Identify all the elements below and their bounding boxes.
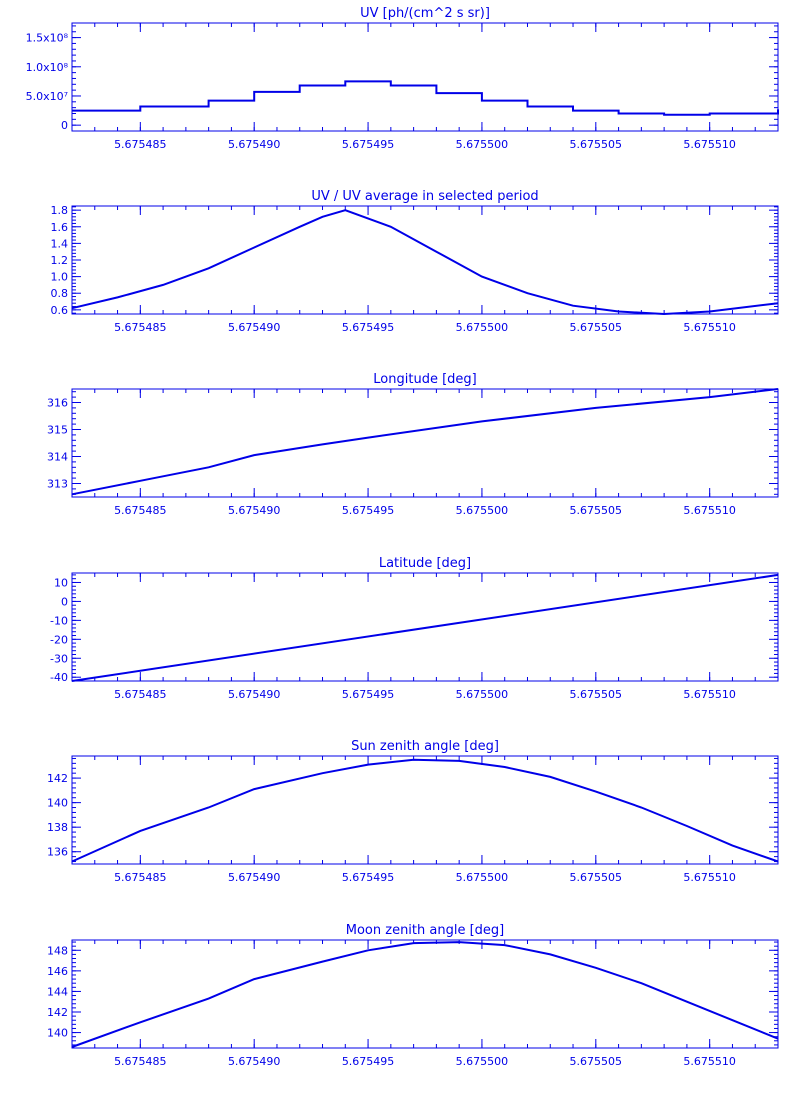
x-tick-label: 5.675505 bbox=[570, 138, 623, 151]
x-tick-label: 5.675485 bbox=[114, 321, 167, 334]
x-tick-label: 5.675485 bbox=[114, 871, 167, 884]
y-tick-label: 0 bbox=[61, 119, 68, 132]
y-tick-label: 146 bbox=[47, 965, 68, 978]
panel-title: UV [ph/(cm^2 s sr)] bbox=[360, 6, 490, 21]
x-tick-label: 5.675500 bbox=[456, 1055, 509, 1068]
plot-frame bbox=[71, 205, 779, 315]
x-tick-label: 5.675495 bbox=[342, 688, 395, 701]
plot-frame bbox=[71, 939, 779, 1049]
y-tick-label: 315 bbox=[47, 424, 68, 437]
y-tick-label: 0.6 bbox=[51, 304, 69, 317]
x-tick-label: 5.675485 bbox=[114, 688, 167, 701]
y-tick-label: 1.0 bbox=[51, 271, 69, 284]
y-tick-label: 138 bbox=[47, 821, 68, 834]
y-tick-label: 140 bbox=[47, 1027, 68, 1040]
y-tick-label: -30 bbox=[50, 652, 68, 665]
y-tick-label: 1.5x10⁸ bbox=[26, 32, 69, 45]
series-line bbox=[71, 941, 779, 1048]
y-tick-label: 316 bbox=[47, 397, 68, 410]
plot-frame bbox=[71, 755, 779, 865]
x-tick-label: 5.675510 bbox=[683, 138, 736, 151]
series-line bbox=[72, 80, 779, 116]
y-tick-label: 5.0x10⁷ bbox=[26, 90, 68, 103]
x-tick-label: 5.675510 bbox=[683, 871, 736, 884]
series-line bbox=[71, 758, 779, 863]
y-tick-label: 313 bbox=[47, 478, 68, 491]
panel-title: Sun zenith angle [deg] bbox=[351, 739, 499, 754]
panel-title: Latitude [deg] bbox=[379, 556, 471, 571]
x-tick-label: 5.675490 bbox=[228, 688, 281, 701]
plot-frame bbox=[71, 388, 779, 498]
y-tick-label: 1.8 bbox=[51, 204, 69, 217]
x-tick-label: 5.675495 bbox=[342, 871, 395, 884]
x-tick-label: 5.675510 bbox=[683, 504, 736, 517]
x-tick-label: 5.675510 bbox=[683, 321, 736, 334]
x-tick-label: 5.675510 bbox=[683, 688, 736, 701]
y-tick-label: 0 bbox=[61, 595, 68, 608]
panel-title: UV / UV average in selected period bbox=[311, 189, 538, 204]
y-tick-label: 140 bbox=[47, 797, 68, 810]
x-tick-label: 5.675495 bbox=[342, 504, 395, 517]
y-tick-label: 144 bbox=[47, 985, 68, 998]
series-line bbox=[71, 388, 779, 496]
y-tick-label: 1.2 bbox=[51, 254, 69, 267]
y-tick-label: 136 bbox=[47, 846, 68, 859]
y-tick-label: 148 bbox=[47, 944, 68, 957]
x-tick-label: 5.675490 bbox=[228, 138, 281, 151]
series-line bbox=[71, 209, 779, 316]
y-tick-label: 142 bbox=[47, 1006, 68, 1019]
y-tick-label: -20 bbox=[50, 633, 68, 646]
x-tick-label: 5.675500 bbox=[456, 321, 509, 334]
y-tick-label: -10 bbox=[50, 614, 68, 627]
y-tick-label: 1.4 bbox=[51, 237, 69, 250]
x-tick-label: 5.675505 bbox=[570, 1055, 623, 1068]
x-tick-label: 5.675490 bbox=[228, 1055, 281, 1068]
y-tick-label: 0.8 bbox=[51, 287, 69, 300]
x-tick-label: 5.675485 bbox=[114, 504, 167, 517]
x-tick-label: 5.675500 bbox=[456, 871, 509, 884]
x-tick-label: 5.675495 bbox=[342, 321, 395, 334]
panel-5: Sun zenith angle [deg] 5.675485 5.675490 5.… bbox=[47, 739, 779, 884]
x-tick-label: 5.675505 bbox=[570, 871, 623, 884]
panel-3: Longitude [deg] 5.675485 5.675490 5.675495 5… bbox=[47, 372, 779, 517]
x-tick-label: 5.675495 bbox=[342, 1055, 395, 1068]
panel-6: Moon zenith angle [deg] 5.675485 5.675490 5… bbox=[47, 923, 779, 1068]
x-tick-label: 5.675500 bbox=[456, 504, 509, 517]
x-tick-label: 5.675490 bbox=[228, 871, 281, 884]
x-tick-label: 5.675495 bbox=[342, 138, 395, 151]
panel-1: UV [ph/(cm^2 s sr)] 5.675485 5.675490 5.675… bbox=[26, 6, 779, 151]
x-tick-label: 5.675500 bbox=[456, 138, 509, 151]
y-tick-label: 142 bbox=[47, 772, 68, 785]
x-tick-label: 5.675500 bbox=[456, 688, 509, 701]
x-tick-label: 5.675490 bbox=[228, 321, 281, 334]
y-tick-label: 1.0x10⁸ bbox=[26, 61, 69, 74]
x-tick-label: 5.675505 bbox=[570, 321, 623, 334]
x-tick-label: 5.675505 bbox=[570, 504, 623, 517]
y-tick-label: -40 bbox=[50, 671, 68, 684]
panel-4: Latitude [deg] 5.675485 5.675490 5.675495 5.… bbox=[50, 556, 779, 701]
series-line bbox=[71, 573, 779, 682]
y-tick-label: 10 bbox=[54, 576, 68, 589]
x-tick-label: 5.675510 bbox=[683, 1055, 736, 1068]
panel-2: UV / UV average in selected period 5.6754… bbox=[51, 189, 779, 334]
panel-title: Moon zenith angle [deg] bbox=[346, 923, 504, 938]
plot-frame bbox=[71, 22, 779, 132]
panel-title: Longitude [deg] bbox=[373, 372, 476, 387]
plot-frame bbox=[71, 572, 779, 682]
x-tick-label: 5.675490 bbox=[228, 504, 281, 517]
y-tick-label: 1.6 bbox=[51, 221, 69, 234]
y-tick-label: 314 bbox=[47, 451, 68, 464]
x-tick-label: 5.675485 bbox=[114, 1055, 167, 1068]
x-tick-label: 5.675485 bbox=[114, 138, 167, 151]
x-tick-label: 5.675505 bbox=[570, 688, 623, 701]
